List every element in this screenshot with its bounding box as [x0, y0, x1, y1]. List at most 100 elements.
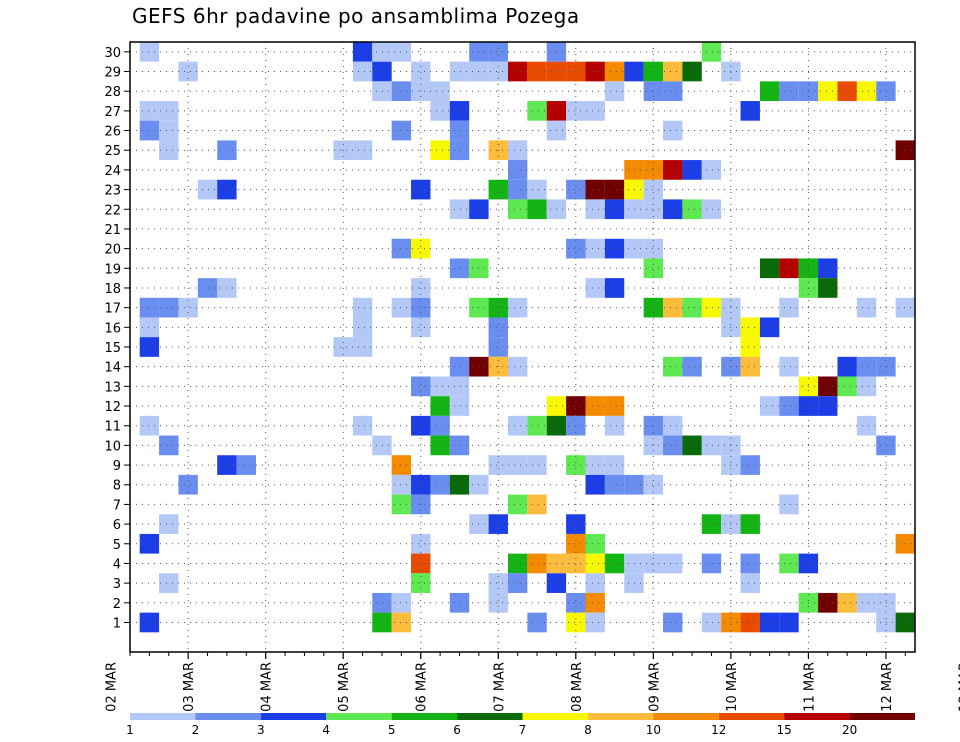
heatmap-cell — [566, 592, 586, 613]
y-tick-label: 26 — [104, 125, 121, 140]
heatmap-cell — [430, 81, 450, 102]
heatmap-cell — [701, 160, 722, 180]
heatmap-cell — [818, 278, 838, 298]
heatmap-cell — [488, 573, 508, 593]
heatmap-cell — [449, 396, 470, 416]
heatmap-cell — [352, 415, 373, 436]
y-tick-label: 11 — [104, 420, 121, 435]
heatmap-cell — [604, 81, 625, 102]
y-tick-label: 8 — [113, 479, 121, 494]
heatmap-cell — [585, 61, 605, 82]
heatmap-cell — [585, 396, 605, 416]
legend-swatch — [326, 713, 392, 720]
heatmap-cell — [449, 376, 470, 397]
heatmap-cell — [391, 612, 412, 633]
heatmap-cell — [895, 140, 915, 161]
heatmap-cell — [139, 120, 160, 141]
heatmap-cell — [411, 238, 431, 259]
heatmap-cell — [391, 120, 412, 141]
heatmap-cell — [139, 297, 160, 318]
y-tick-label: 6 — [113, 518, 121, 533]
heatmap-cell — [740, 573, 760, 593]
legend-swatch — [587, 713, 654, 720]
legend-swatch — [130, 713, 196, 720]
heatmap-cell — [236, 455, 256, 475]
heatmap-cell — [663, 120, 683, 141]
heatmap-cell — [411, 415, 431, 436]
legend-swatch — [784, 713, 850, 720]
heatmap-cell — [837, 376, 857, 397]
heatmap-cell — [604, 553, 625, 574]
heatmap-cell — [527, 455, 547, 475]
heatmap-cell — [430, 474, 450, 495]
heatmap-cell — [663, 81, 683, 102]
heatmap-cell — [566, 61, 586, 82]
heatmap-cell — [507, 455, 528, 475]
heatmap-cell — [411, 317, 431, 338]
heatmap-cell — [837, 592, 857, 613]
heatmap-cell — [411, 61, 431, 82]
heatmap-cell — [779, 494, 799, 515]
heatmap-cell — [449, 120, 470, 141]
heatmap-cell — [411, 297, 431, 318]
heatmap-cell — [507, 61, 528, 82]
heatmap-cell — [701, 435, 722, 456]
heatmap-cell — [624, 474, 644, 495]
heatmap-cell — [566, 553, 586, 574]
y-tick-label: 19 — [104, 262, 121, 277]
heatmap-cell — [643, 415, 664, 436]
heatmap-cell — [372, 61, 392, 82]
heatmap-cell — [159, 140, 179, 161]
heatmap-cells — [139, 42, 915, 633]
heatmap-cell — [624, 61, 644, 82]
heatmap-cell — [411, 573, 431, 593]
heatmap-cell — [701, 199, 722, 220]
heatmap-cell — [527, 101, 547, 121]
heatmap-cell — [527, 553, 547, 574]
y-tick-label: 23 — [104, 184, 121, 199]
legend-swatch — [391, 713, 458, 720]
y-tick-label: 17 — [104, 302, 121, 317]
heatmap-cell — [139, 42, 160, 62]
heatmap-cell — [352, 337, 373, 357]
heatmap-cell — [527, 415, 547, 436]
heatmap-cell — [876, 81, 896, 102]
heatmap-cell — [818, 81, 838, 102]
heatmap-cell — [663, 612, 683, 633]
legend-label: 5 — [388, 723, 396, 737]
heatmap-cell — [624, 573, 644, 593]
heatmap-cell — [488, 297, 508, 318]
heatmap-cell — [876, 592, 896, 613]
heatmap-cell — [430, 376, 450, 397]
heatmap-cell — [624, 160, 644, 180]
heatmap-cell — [566, 533, 586, 554]
heatmap-cell — [682, 61, 702, 82]
heatmap-cell — [585, 278, 605, 298]
heatmap-cell — [178, 297, 198, 318]
heatmap-cell — [740, 101, 760, 121]
heatmap-cell — [449, 61, 470, 82]
x-tick-label: 03 MAR — [182, 662, 197, 712]
heatmap-cell — [779, 81, 799, 102]
heatmap-cell — [740, 455, 760, 475]
x-tick-label: 08 MAR — [570, 662, 585, 712]
x-tick-label: 13 MAR — [957, 662, 960, 712]
heatmap-cell — [488, 42, 508, 62]
heatmap-cell — [895, 297, 915, 318]
heatmap-cell — [604, 61, 625, 82]
heatmap-cell — [624, 199, 644, 220]
heatmap-cell — [449, 356, 470, 377]
heatmap-cell — [507, 415, 528, 436]
heatmap-cell — [372, 592, 392, 613]
legend-swatch — [718, 713, 785, 720]
y-tick-label: 20 — [104, 243, 121, 258]
heatmap-cell — [159, 120, 179, 141]
y-tick-label: 12 — [104, 400, 121, 415]
heatmap-cell — [566, 396, 586, 416]
heatmap-cell — [643, 474, 664, 495]
heatmap-cell — [682, 435, 702, 456]
heatmap-cell — [585, 573, 605, 593]
heatmap-cell — [895, 533, 915, 554]
y-tick-label: 18 — [104, 282, 121, 297]
heatmap-cell — [759, 317, 780, 338]
